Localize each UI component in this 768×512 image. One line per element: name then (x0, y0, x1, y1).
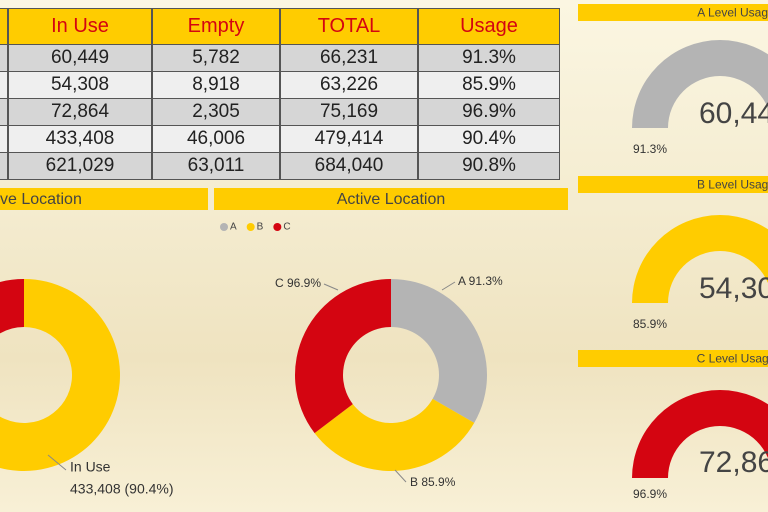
data-label: B 85.9% (410, 475, 456, 489)
data-label: 433,408 (90.4%) (70, 481, 174, 497)
row-cell: 75,169 (280, 98, 418, 126)
legend-swatch (246, 223, 255, 231)
legend-swatch (273, 223, 282, 231)
title-bar (578, 4, 768, 21)
legend-label: A (230, 222, 237, 233)
title-bar (578, 350, 768, 367)
header-cell: TOTAL (280, 8, 418, 45)
title-bar (0, 188, 208, 210)
gauge-value: 72,864 (699, 446, 768, 479)
row-cell: 63,011 (152, 152, 280, 180)
chart-title: ve Location (0, 191, 82, 208)
row-cell: 684,040 (280, 152, 418, 180)
row-cell: 8,918 (152, 71, 280, 99)
leader-line (441, 281, 456, 291)
gauge-annotation: 85.9% (633, 317, 667, 331)
slice-category: In Use (70, 459, 111, 475)
legend-swatch (220, 223, 228, 231)
chart-title: Active Location (337, 191, 446, 208)
data-label: A 91.3% (458, 274, 503, 288)
row-cell: 90.8% (418, 152, 560, 180)
row-cell: 54,308 (8, 71, 152, 99)
leader-line (47, 454, 67, 471)
row-cell: 433,408 (8, 125, 152, 153)
row-cell: 63,226 (280, 71, 418, 99)
row-cell: 2,305 (152, 98, 280, 126)
gauge-arc (632, 215, 768, 303)
row-cell: 90.4% (418, 125, 560, 153)
chart-title: A Level Usage (697, 6, 768, 20)
title-bar (214, 188, 568, 210)
row-cell: 621,029 (8, 152, 152, 180)
gauge-arc (632, 390, 768, 478)
gauge-arc (632, 40, 768, 128)
chart-title: B Level Usage (697, 178, 768, 192)
row-cell: 91.3% (418, 44, 560, 72)
donut-slice (295, 279, 391, 434)
legend-label: C (283, 222, 290, 233)
legend-label: B (257, 222, 264, 233)
donut-slice (314, 398, 475, 472)
donut-slice (0, 279, 120, 471)
row-cell: 66,231 (280, 44, 418, 72)
donut-slice (391, 279, 487, 423)
leader-line (323, 283, 339, 291)
gauge-annotation: 96.9% (633, 487, 667, 501)
data-label: C 96.9% (275, 276, 321, 290)
row-cell (0, 152, 8, 180)
donut-slice (0, 279, 24, 334)
row-cell: 85.9% (418, 71, 560, 99)
row-cell: 96.9% (418, 98, 560, 126)
gauge-value: 54,308 (699, 272, 768, 305)
chart-title: C Level Usage (697, 352, 768, 366)
gauge-annotation: 91.3% (633, 142, 667, 156)
row-cell: 72,864 (8, 98, 152, 126)
title-bar (578, 176, 768, 193)
leader-line (394, 469, 407, 483)
gauge-value: 60,449 (699, 97, 768, 130)
